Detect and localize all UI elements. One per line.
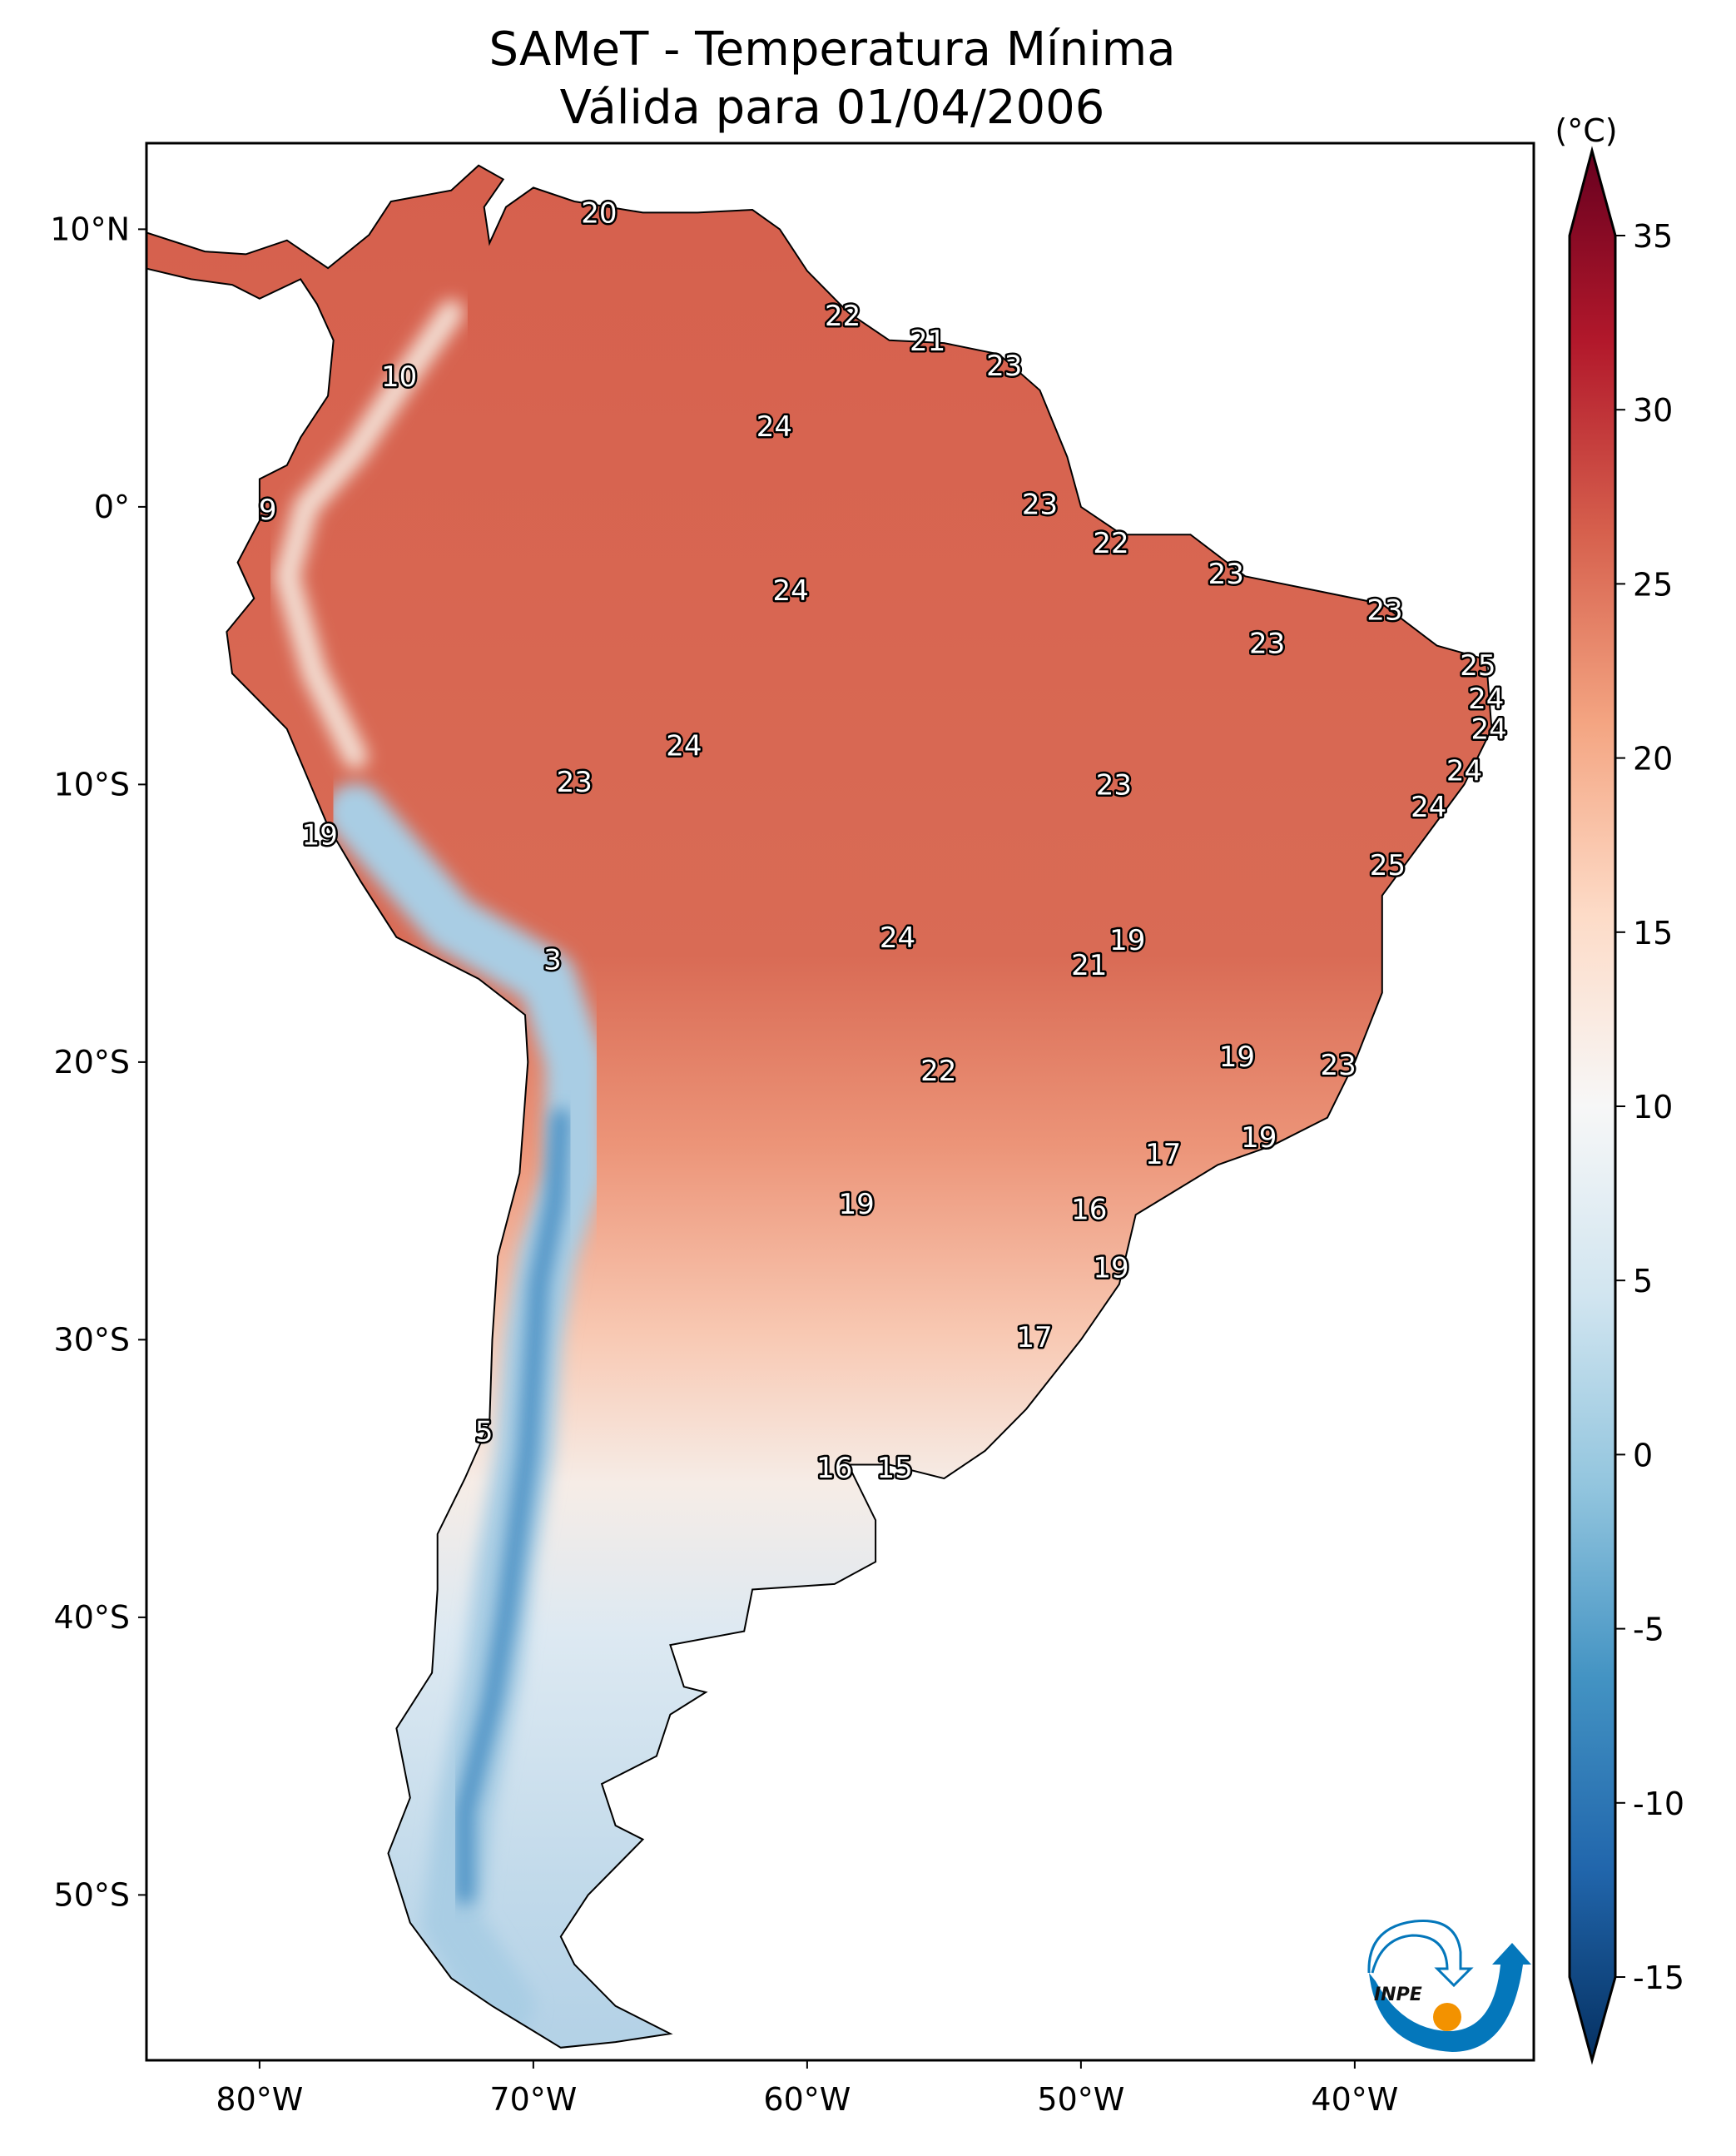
coastline [146,164,1493,2049]
temperature-value-label: 22 [1093,527,1128,560]
chart-title-line2: Válida para 01/04/2006 [560,81,1105,135]
temperature-value-label: 9 [259,494,277,527]
temperature-value-label: 24 [1468,683,1504,716]
colorbar-tick-label: 15 [1633,915,1673,951]
colorbar-tick-label: 5 [1633,1263,1653,1299]
colorbar-tick-label: 30 [1633,392,1673,429]
colorbar: (°C) 35 30 25 20 15 10 5 0 -5 -10 -15 [1555,112,1684,2065]
temperature-value-label: 24 [880,922,915,955]
logo-arrow-icon [1369,1943,1531,2052]
colorbar-tick-label: 25 [1633,566,1673,603]
temperature-value-label: 16 [1071,1194,1107,1227]
northern-andes-cool-band [274,300,464,769]
temperature-value-label: 10 [381,360,417,394]
temperature-value-label: 23 [986,350,1022,383]
temperature-value-label: 15 [877,1452,913,1485]
temperature-value-label: 19 [1109,924,1145,957]
colorbar-tick-label: -15 [1633,1960,1684,1996]
logo-orange-dot [1433,2003,1461,2031]
temperature-value-label: 23 [1096,768,1132,802]
temperature-value-label: 24 [1411,791,1446,824]
inpe-logo: INPE [1367,1919,1531,2052]
colorbar-tick-label: -5 [1633,1612,1664,1648]
colorbar-unit: (°C) [1555,112,1617,149]
map-frame [145,142,1535,2062]
lat-tick-label: 0° [94,489,130,525]
temperature-value-label: 24 [756,410,792,444]
temperature-value-label: 5 [475,1415,494,1448]
lon-tick-label: 40°W [1311,2081,1398,2118]
temperature-value-label: 16 [816,1452,852,1485]
lat-tick-label: 20°S [54,1044,130,1080]
temperature-value-label: 19 [1241,1121,1277,1155]
colorbar-tick-label: 10 [1633,1089,1673,1125]
temperature-value-label: 20 [581,196,617,230]
longitude-axis: 80°W 70°W 60°W 50°W 40°W [216,2060,1398,2118]
temperature-value-label: 19 [302,818,338,852]
temperature-value-label: 23 [557,766,593,799]
temperature-value-label: 25 [1370,849,1406,882]
temperature-value-label: 23 [1022,489,1058,522]
colorbar-tick-label: -10 [1633,1786,1684,1822]
chart-title-line1: SAMeT - Temperatura Mínima [489,22,1175,77]
temperature-value-label: 19 [1093,1252,1128,1285]
temperature-value-label: 24 [666,730,702,763]
logo-text: INPE [1374,1985,1422,2005]
lon-tick-label: 60°W [763,2081,851,2118]
temperature-value-label: 23 [1366,594,1402,627]
temperature-value-label: 21 [1071,949,1107,982]
lat-tick-label: 30°S [54,1321,130,1358]
temperature-value-label: 17 [1016,1321,1052,1354]
temperature-value-label: 23 [1249,627,1285,660]
latitude-axis: 10°N 0° 10°S 20°S 30°S 40°S 50°S [50,211,146,1913]
temperature-value-label: 22 [825,300,861,333]
colorbar-tick-label: 0 [1633,1437,1653,1473]
colorbar-tick-label: 20 [1633,741,1673,777]
temperature-value-label: 23 [1208,558,1244,591]
andes-coldest-core [455,1108,570,1905]
temperature-value-label: 19 [1219,1041,1255,1074]
temperature-value-label: 24 [1471,713,1506,747]
temperature-value-label: 24 [1446,755,1482,788]
temperature-value-label: 24 [773,574,809,608]
lon-tick-label: 70°W [489,2081,577,2118]
lat-tick-label: 40°S [54,1599,130,1636]
lon-tick-label: 80°W [216,2081,303,2118]
temperature-value-label: 3 [543,943,562,976]
temperature-value-label: 25 [1460,649,1495,683]
temperature-value-label: 21 [910,325,945,358]
logo-swirl-icon [1367,1919,1474,1988]
colorbar-tick-label: 35 [1633,218,1673,255]
lat-tick-label: 10°S [54,766,130,802]
temperature-value-label: 23 [1321,1049,1357,1082]
lat-tick-label: 10°N [50,211,130,247]
lon-tick-label: 50°W [1037,2081,1124,2118]
colorbar-body [1568,146,1617,2065]
temperature-value-label: 19 [838,1188,874,1221]
temperature-value-label: 22 [920,1055,956,1088]
temperature-value-label: 17 [1145,1138,1181,1171]
lat-tick-label: 50°S [54,1876,130,1913]
